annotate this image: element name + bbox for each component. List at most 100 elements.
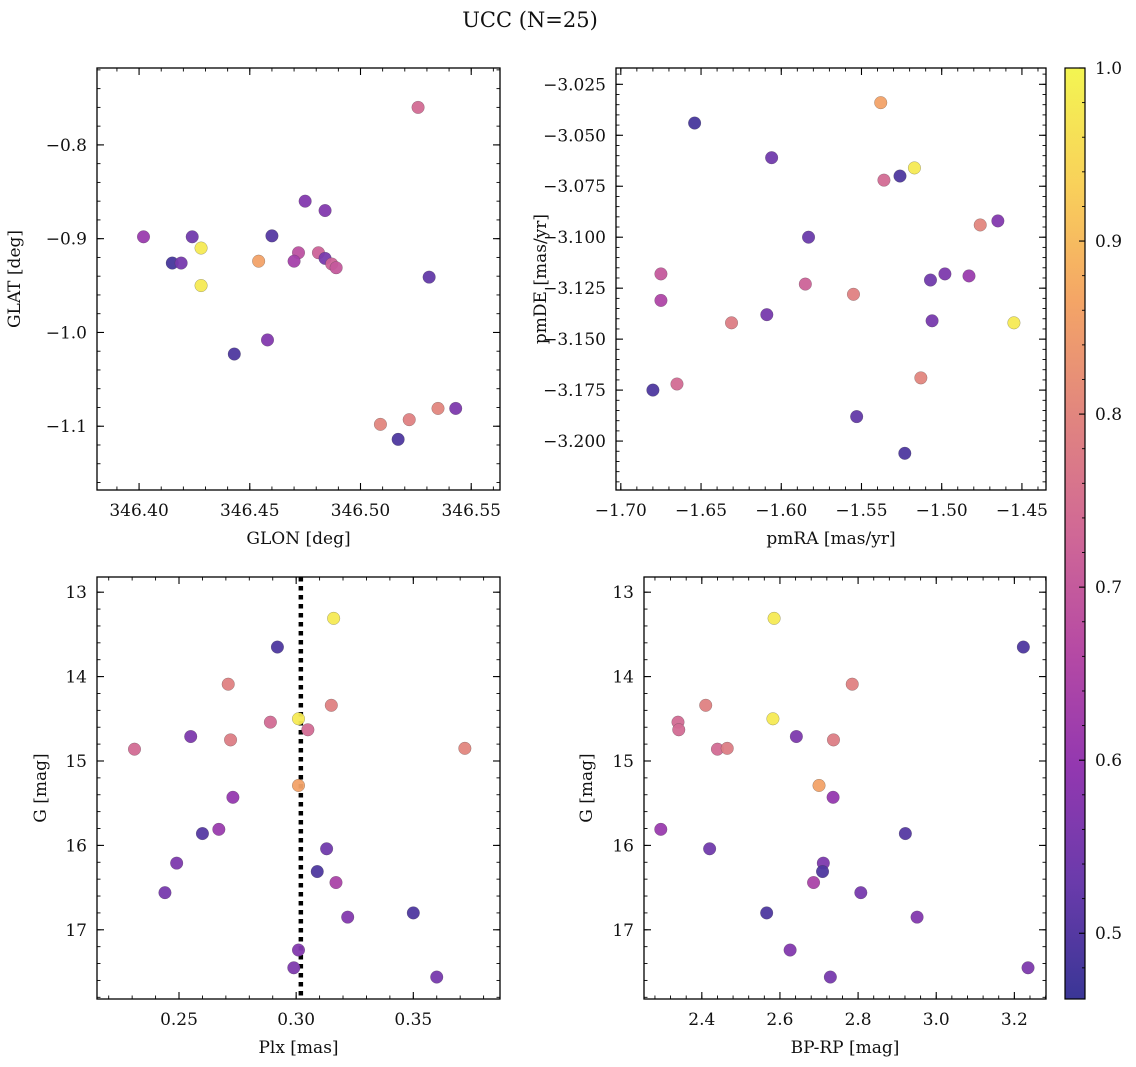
data-point (194, 241, 208, 255)
data-point (329, 261, 343, 275)
data-point (893, 169, 907, 183)
y-tick-label: −3.100 (543, 228, 606, 248)
y-tick-label: 15 (612, 752, 634, 772)
data-point (1021, 961, 1035, 975)
colorbar-tick-label: 0.6 (1095, 751, 1122, 771)
axes-frame (96, 67, 501, 491)
x-tick-label: 2.4 (688, 1010, 715, 1030)
subplot-sky-position: 346.40 346.45 346.50 346.55 −0.8 −0.9 −1.0 −1.1… (5, 67, 501, 549)
y-tick-label: 13 (612, 583, 634, 603)
x-tick-label: −1.60 (755, 501, 807, 521)
subplot-color-magnitude: 2.4 2.6 2.8 3.0 3.2 13 14 15 16 17 BP-RP [mag] G [m… (577, 576, 1047, 1058)
x-tick-label: −1.70 (595, 501, 647, 521)
data-point (195, 827, 209, 841)
colorbar-frame (1064, 67, 1086, 1000)
data-point (422, 270, 436, 284)
data-point (815, 865, 830, 879)
data-point (1007, 316, 1021, 330)
data-point (318, 203, 332, 218)
colorbar-tick-label: 0.7 (1095, 578, 1122, 598)
data-point (823, 970, 837, 984)
data-point (991, 214, 1005, 228)
data-point (449, 401, 463, 415)
data-point (252, 254, 266, 268)
data-point (760, 308, 774, 322)
data-point (431, 401, 445, 415)
data-point (672, 723, 686, 737)
x-tick-label: 0.30 (277, 1010, 315, 1030)
colorbar-tick-label: 0.5 (1095, 924, 1122, 944)
x-axis-label: Plx [mas] (258, 1038, 338, 1058)
data-point (854, 886, 868, 900)
x-tick-label: −1.55 (835, 501, 887, 521)
data-point (923, 273, 938, 287)
data-point (458, 741, 472, 755)
x-axis-label: pmRA [mas/yr] (766, 529, 895, 549)
colorbar-tick-label: 1.0 (1095, 59, 1122, 79)
data-point (170, 856, 184, 870)
data-point (327, 611, 341, 625)
data-point (877, 173, 891, 187)
data-point (291, 778, 306, 793)
data-point (907, 161, 921, 175)
data-point (910, 910, 924, 924)
data-point (127, 742, 142, 756)
data-point (783, 943, 797, 957)
data-point (807, 875, 821, 890)
data-point (226, 790, 240, 804)
y-tick-label: −3.075 (543, 177, 606, 197)
data-point (724, 316, 739, 330)
data-point (654, 293, 668, 307)
y-tick-label: −3.150 (543, 330, 606, 350)
x-tick-label: 346.40 (109, 501, 168, 521)
data-point (914, 371, 928, 385)
x-tick-label: −1.45 (996, 501, 1048, 521)
data-point (845, 677, 859, 691)
data-point (224, 733, 238, 747)
data-point (720, 741, 734, 755)
y-tick-label: 17 (65, 921, 87, 941)
data-point (310, 865, 324, 879)
data-point (291, 712, 306, 726)
colorbar-gradient (1065, 68, 1085, 999)
subplot-parallax-magnitude: 0.25 0.30 0.35 13 14 15 16 17 Plx [mas] G [mag] (31, 576, 501, 1058)
y-tick-label: −1.0 (46, 323, 87, 343)
axes-frame (643, 576, 1047, 1000)
data-point (812, 778, 826, 793)
data-point (430, 970, 444, 984)
data-point (760, 906, 774, 920)
x-tick-label: 0.25 (160, 1010, 198, 1030)
y-tick-label: 16 (65, 836, 87, 856)
data-point (221, 677, 235, 691)
y-tick-label: 14 (612, 668, 634, 688)
y-tick-label: −3.025 (543, 75, 606, 95)
data-point (329, 875, 343, 890)
axes-frame (96, 576, 501, 1000)
data-point (174, 256, 188, 270)
data-point (789, 729, 803, 744)
data-point (185, 230, 199, 244)
data-point (227, 347, 241, 361)
data-point (301, 723, 315, 737)
data-point (767, 611, 781, 625)
data-point (298, 194, 312, 208)
y-tick-label: −3.125 (543, 279, 606, 299)
data-point (158, 886, 172, 900)
figure-title: UCC (N=25) (462, 8, 598, 32)
data-point (212, 822, 226, 836)
axes-frame (615, 67, 1047, 491)
data-point (703, 842, 717, 856)
x-tick-label: 346.50 (331, 501, 390, 521)
data-point (411, 100, 425, 114)
colorbar-tick-label: 0.9 (1095, 232, 1122, 252)
x-tick-label: 346.55 (441, 501, 500, 521)
subplot-proper-motion: −1.70 −1.65 −1.60 −1.55 −1.50 −1.45 −3.025 −3.0… (531, 67, 1048, 549)
y-axis-label: G [mag] (31, 753, 51, 822)
data-point (373, 417, 387, 431)
data-point (341, 910, 355, 924)
data-point (898, 446, 912, 460)
data-point (826, 733, 841, 747)
x-tick-label: 2.8 (845, 1010, 872, 1030)
data-point (766, 712, 780, 726)
y-axis-label: G [mag] (577, 753, 597, 822)
